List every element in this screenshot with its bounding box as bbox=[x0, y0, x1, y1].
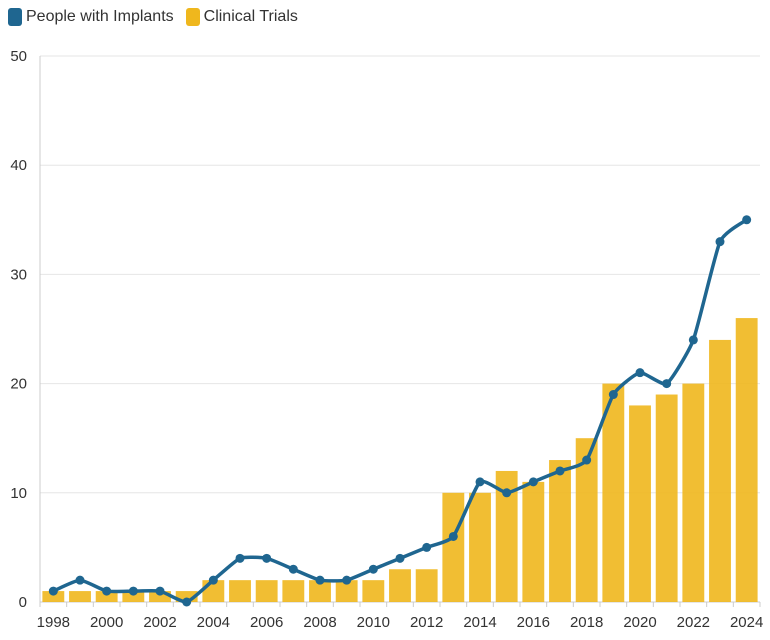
bar-2021 bbox=[655, 394, 678, 602]
legend-label-people-with-implants: People with Implants bbox=[26, 8, 174, 25]
bar-2011 bbox=[389, 569, 411, 602]
bar-2014 bbox=[469, 492, 491, 602]
point-2002 bbox=[155, 586, 165, 596]
point-2008 bbox=[315, 575, 325, 585]
point-2018 bbox=[582, 455, 592, 465]
bar-2001 bbox=[122, 591, 145, 602]
bar-2006 bbox=[255, 580, 278, 602]
bar-2018 bbox=[575, 438, 598, 602]
bar-2012 bbox=[415, 569, 438, 602]
x-tick-label-2012: 2012 bbox=[410, 614, 443, 631]
bar-2016 bbox=[522, 481, 545, 602]
bar-2005 bbox=[229, 580, 251, 602]
point-2014 bbox=[475, 477, 485, 487]
x-tick-label-1998: 1998 bbox=[37, 614, 70, 631]
legend-label-clinical-trials: Clinical Trials bbox=[203, 8, 298, 25]
bar-2020 bbox=[629, 405, 651, 602]
x-tick-label-2014: 2014 bbox=[463, 614, 496, 631]
x-tick-label-2018: 2018 bbox=[570, 614, 603, 631]
x-tick-label-2010: 2010 bbox=[357, 614, 390, 631]
legend-swatch-people-with-implants bbox=[8, 8, 22, 26]
x-tick-label-2022: 2022 bbox=[677, 614, 710, 631]
x-tick-label-2020: 2020 bbox=[623, 614, 656, 631]
x-tick-label-2006: 2006 bbox=[250, 614, 283, 631]
point-2024 bbox=[742, 215, 752, 225]
x-tick-label-2016: 2016 bbox=[517, 614, 550, 631]
y-tick-label-50: 50 bbox=[10, 48, 27, 65]
y-tick-label-20: 20 bbox=[10, 376, 27, 393]
bar-2023 bbox=[709, 339, 731, 602]
bar-2000 bbox=[95, 591, 118, 602]
point-2005 bbox=[235, 553, 245, 563]
chart-legend: People with Implants Clinical Trials bbox=[8, 5, 298, 29]
bar-2019 bbox=[602, 383, 625, 602]
bar-2007 bbox=[282, 580, 305, 602]
point-2016 bbox=[528, 477, 538, 487]
bar-2003 bbox=[175, 591, 198, 602]
point-1998 bbox=[48, 586, 58, 596]
bar-1999 bbox=[69, 591, 91, 602]
x-tick-label-2000: 2000 bbox=[90, 614, 123, 631]
y-tick-label-40: 40 bbox=[10, 157, 27, 174]
point-2003 bbox=[182, 597, 192, 607]
point-2000 bbox=[102, 586, 112, 596]
point-2001 bbox=[128, 586, 138, 596]
point-2010 bbox=[368, 564, 378, 574]
point-2013 bbox=[448, 531, 458, 541]
x-tick-label-2008: 2008 bbox=[303, 614, 336, 631]
bar-2015 bbox=[495, 470, 518, 602]
bar-2002 bbox=[149, 591, 171, 602]
y-tick-label-10: 10 bbox=[10, 485, 27, 502]
bar-2024 bbox=[735, 318, 758, 602]
point-2011 bbox=[395, 553, 405, 563]
legend-item-people-with-implants[interactable]: People with Implants bbox=[8, 8, 174, 26]
point-2022 bbox=[688, 335, 698, 345]
x-tick-label-2004: 2004 bbox=[197, 614, 230, 631]
y-tick-label-0: 0 bbox=[19, 594, 27, 611]
point-2020 bbox=[635, 368, 645, 378]
bar-2017 bbox=[549, 460, 571, 602]
bar-2010 bbox=[362, 580, 385, 602]
x-tick-label-2002: 2002 bbox=[143, 614, 176, 631]
bar-2022 bbox=[682, 383, 705, 602]
point-2023 bbox=[715, 237, 725, 247]
bar-2013 bbox=[442, 492, 465, 602]
point-2004 bbox=[208, 575, 218, 585]
point-2021 bbox=[662, 379, 672, 389]
bar-2008 bbox=[309, 580, 331, 602]
point-2017 bbox=[555, 466, 565, 476]
x-tick-label-2024: 2024 bbox=[730, 614, 763, 631]
bar-2009 bbox=[335, 580, 358, 602]
point-2006 bbox=[262, 553, 272, 563]
point-1999 bbox=[75, 575, 85, 585]
point-2019 bbox=[608, 390, 618, 400]
legend-swatch-clinical-trials bbox=[185, 8, 200, 26]
y-tick-label-30: 30 bbox=[10, 266, 27, 283]
legend-item-clinical-trials[interactable]: Clinical Trials bbox=[185, 8, 298, 26]
bar-1998 bbox=[42, 591, 65, 602]
point-2007 bbox=[288, 564, 298, 574]
point-2009 bbox=[342, 575, 352, 585]
point-2012 bbox=[422, 542, 432, 552]
point-2015 bbox=[502, 488, 512, 498]
